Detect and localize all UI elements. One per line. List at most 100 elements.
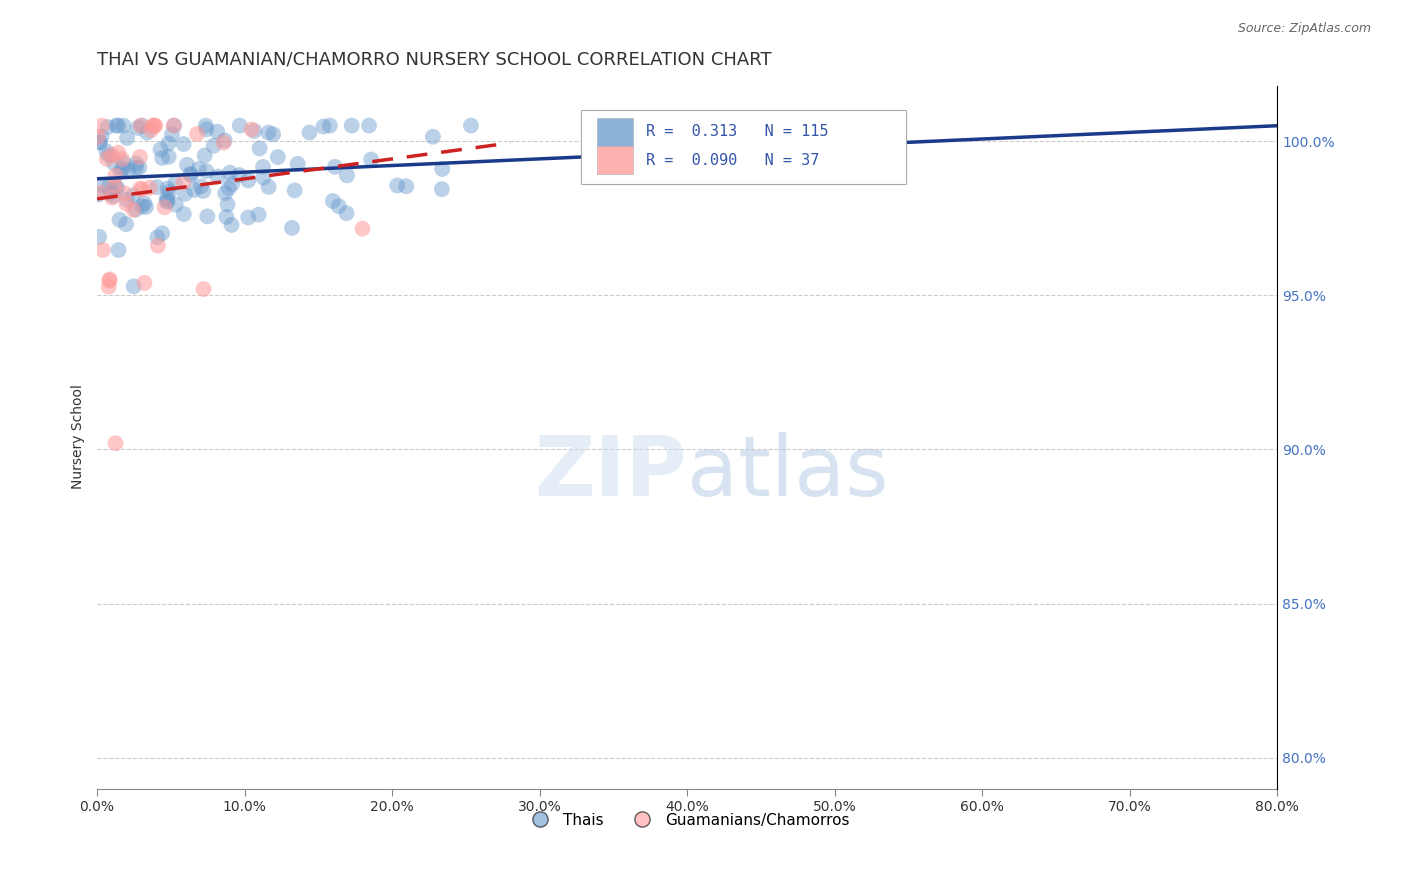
Point [89,136,111,150]
Point [97,148,120,162]
Point [131,199,153,213]
Point [173,136,195,151]
Point [103,156,125,170]
Point [155,194,177,209]
Point [105,181,128,195]
Point [432,161,454,176]
Point [238,173,260,187]
Point [150,151,173,165]
Point [141,123,163,137]
Point [298,126,321,140]
Point [174,186,197,201]
Point [115,131,138,145]
Point [215,210,238,224]
Point [252,160,274,174]
Point [240,122,263,136]
Point [146,238,169,252]
Point [322,194,344,208]
Point [108,212,131,227]
Point [91,119,114,133]
Point [186,127,208,141]
Point [395,179,418,194]
FancyBboxPatch shape [598,146,633,174]
Point [257,126,280,140]
Point [238,211,260,225]
Point [207,169,229,184]
Point [103,178,125,193]
Point [387,178,409,193]
Point [243,124,266,138]
Point [97,279,120,293]
Point [96,145,118,159]
Point [125,202,148,217]
Point [165,197,187,211]
Point [87,187,110,202]
Point [104,169,127,183]
Point [97,180,120,194]
Point [131,119,153,133]
FancyBboxPatch shape [598,118,633,146]
Point [252,170,274,185]
Point [89,230,111,244]
Point [125,161,148,175]
Point [107,119,129,133]
Point [221,218,243,232]
Point [100,186,122,200]
Point [247,208,270,222]
Point [183,183,205,197]
Point [129,150,152,164]
Point [163,119,186,133]
Point [176,158,198,172]
Point [187,161,209,176]
Point [142,119,165,133]
Point [323,160,346,174]
Point [193,282,215,296]
Point [101,191,124,205]
Point [340,119,363,133]
Point [214,133,236,147]
Point [98,272,121,286]
Point [111,152,134,166]
Point [114,186,136,201]
Point [228,168,250,182]
Point [172,176,194,190]
Y-axis label: Nursery School: Nursery School [72,384,86,490]
Point [357,119,380,133]
Point [157,136,180,151]
Point [91,178,114,193]
Point [352,221,374,235]
Point [122,188,145,202]
Point [143,119,166,133]
Point [180,168,202,182]
Point [156,194,179,209]
Point [91,243,114,257]
Point [422,129,444,144]
Point [87,130,110,145]
Point [128,161,150,175]
Point [218,181,240,195]
Point [115,193,138,207]
Point [96,120,118,134]
Point [160,128,183,142]
Point [150,227,173,241]
Point [281,220,304,235]
Point [105,179,128,194]
Point [159,185,181,199]
Point [127,120,149,135]
Point [202,138,225,153]
Point [115,196,138,211]
Point [217,197,239,211]
Text: R =  0.090   N = 37: R = 0.090 N = 37 [645,153,820,168]
Point [229,119,252,133]
Point [101,148,124,162]
Point [90,129,112,144]
Point [360,153,382,167]
Point [249,141,271,155]
Point [104,436,127,450]
Point [312,120,335,134]
Point [195,164,218,178]
Point [89,136,111,150]
Point [117,163,139,178]
Point [180,167,202,181]
Point [153,200,176,214]
